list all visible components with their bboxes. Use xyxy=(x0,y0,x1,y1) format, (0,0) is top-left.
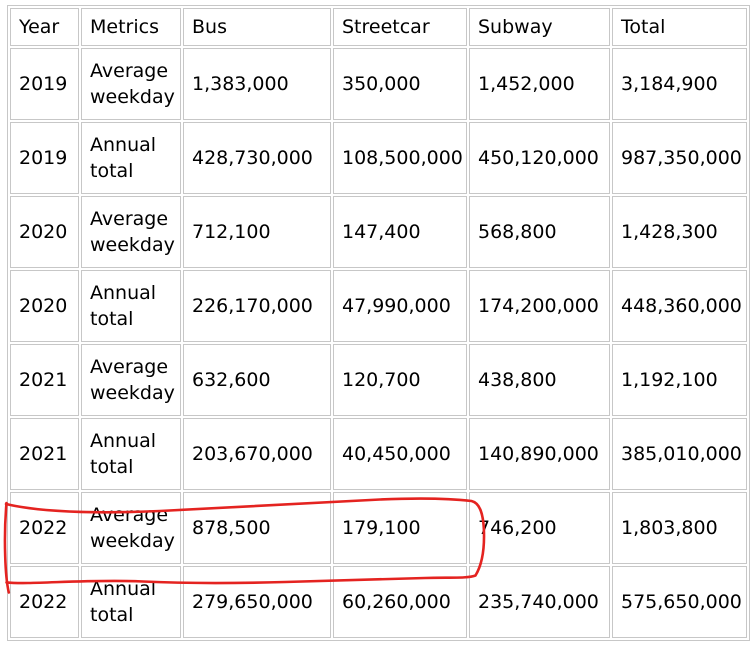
cell-metric: Annual total xyxy=(81,270,181,342)
cell-year: 2022 xyxy=(10,566,79,638)
table-row: 2021 Annual total 203,670,000 40,450,000… xyxy=(10,418,747,490)
cell-metric: Annual total xyxy=(81,566,181,638)
cell-bus: 428,730,000 xyxy=(183,122,331,194)
cell-metric: Annual total xyxy=(81,418,181,490)
table-row: 2022 Annual total 279,650,000 60,260,000… xyxy=(10,566,747,638)
cell-streetcar: 147,400 xyxy=(333,196,467,268)
table-row: 2019 Average weekday 1,383,000 350,000 1… xyxy=(10,48,747,120)
cell-year: 2021 xyxy=(10,418,79,490)
cell-year: 2020 xyxy=(10,196,79,268)
cell-metric: Average weekday xyxy=(81,492,181,564)
cell-year: 2020 xyxy=(10,270,79,342)
col-header-total: Total xyxy=(612,8,747,46)
ridership-table: Year Metrics Bus Streetcar Subway Total … xyxy=(7,5,750,641)
cell-subway: 450,120,000 xyxy=(469,122,610,194)
cell-subway: 1,452,000 xyxy=(469,48,610,120)
cell-bus: 279,650,000 xyxy=(183,566,331,638)
table-row: 2022 Average weekday 878,500 179,100 746… xyxy=(10,492,747,564)
cell-total: 575,650,000 xyxy=(612,566,747,638)
cell-bus: 203,670,000 xyxy=(183,418,331,490)
cell-year: 2022 xyxy=(10,492,79,564)
cell-year: 2019 xyxy=(10,48,79,120)
cell-total: 3,184,900 xyxy=(612,48,747,120)
cell-streetcar: 350,000 xyxy=(333,48,467,120)
cell-streetcar: 60,260,000 xyxy=(333,566,467,638)
header-row: Year Metrics Bus Streetcar Subway Total xyxy=(10,8,747,46)
cell-metric: Average weekday xyxy=(81,344,181,416)
col-header-subway: Subway xyxy=(469,8,610,46)
cell-streetcar: 120,700 xyxy=(333,344,467,416)
table-row: 2019 Annual total 428,730,000 108,500,00… xyxy=(10,122,747,194)
cell-subway: 235,740,000 xyxy=(469,566,610,638)
cell-subway: 438,800 xyxy=(469,344,610,416)
col-header-metrics: Metrics xyxy=(81,8,181,46)
cell-streetcar: 108,500,000 xyxy=(333,122,467,194)
table-row: 2021 Average weekday 632,600 120,700 438… xyxy=(10,344,747,416)
table-row: 2020 Annual total 226,170,000 47,990,000… xyxy=(10,270,747,342)
col-header-bus: Bus xyxy=(183,8,331,46)
cell-metric: Average weekday xyxy=(81,48,181,120)
cell-year: 2019 xyxy=(10,122,79,194)
table-row: 2020 Average weekday 712,100 147,400 568… xyxy=(10,196,747,268)
cell-subway: 568,800 xyxy=(469,196,610,268)
cell-subway: 174,200,000 xyxy=(469,270,610,342)
cell-bus: 632,600 xyxy=(183,344,331,416)
col-header-year: Year xyxy=(10,8,79,46)
cell-total: 385,010,000 xyxy=(612,418,747,490)
cell-total: 1,803,800 xyxy=(612,492,747,564)
cell-total: 1,192,100 xyxy=(612,344,747,416)
cell-subway: 746,200 xyxy=(469,492,610,564)
cell-year: 2021 xyxy=(10,344,79,416)
cell-total: 1,428,300 xyxy=(612,196,747,268)
cell-streetcar: 47,990,000 xyxy=(333,270,467,342)
cell-subway: 140,890,000 xyxy=(469,418,610,490)
cell-streetcar: 179,100 xyxy=(333,492,467,564)
cell-total: 987,350,000 xyxy=(612,122,747,194)
cell-metric: Average weekday xyxy=(81,196,181,268)
col-header-streetcar: Streetcar xyxy=(333,8,467,46)
cell-streetcar: 40,450,000 xyxy=(333,418,467,490)
cell-bus: 1,383,000 xyxy=(183,48,331,120)
cell-bus: 712,100 xyxy=(183,196,331,268)
cell-bus: 878,500 xyxy=(183,492,331,564)
table-body: 2019 Average weekday 1,383,000 350,000 1… xyxy=(10,48,747,638)
cell-total: 448,360,000 xyxy=(612,270,747,342)
cell-bus: 226,170,000 xyxy=(183,270,331,342)
cell-metric: Annual total xyxy=(81,122,181,194)
